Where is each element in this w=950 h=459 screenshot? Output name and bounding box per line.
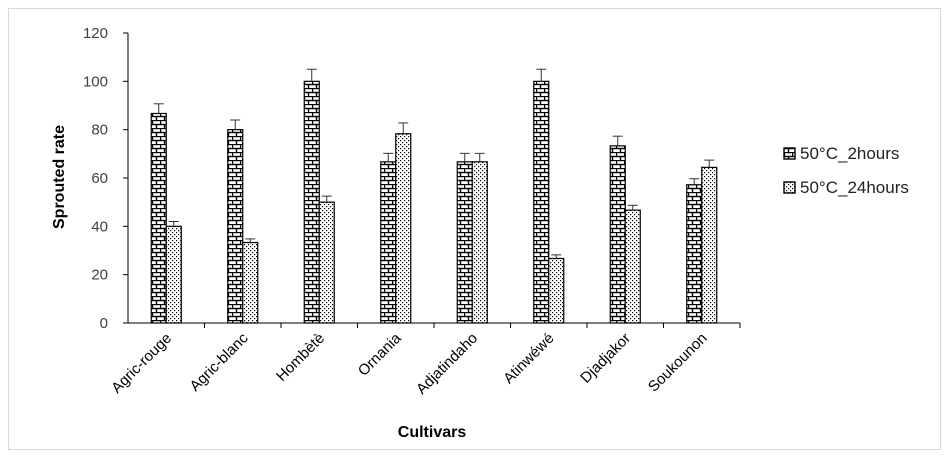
bar-2hours [303, 80, 320, 324]
y-tick-label: 100 [83, 73, 108, 90]
bar-2hours [609, 145, 626, 324]
bar-24hours [548, 257, 565, 324]
y-tick-label: 80 [91, 122, 108, 139]
x-category-label: Hombètè [273, 330, 328, 385]
legend-label: 50°C_2hours [800, 144, 899, 163]
y-tick-label: 20 [91, 267, 108, 284]
legend-label: 50°C_24hours [800, 178, 909, 197]
x-category-label: Agric-rouge [108, 330, 175, 397]
bar-24hours [471, 161, 488, 324]
x-category-label: Atinwéwé [500, 330, 557, 387]
bar-24hours [165, 225, 182, 324]
x-axis-title: Cultivars [398, 424, 467, 441]
x-category-label: Soukounon [645, 330, 711, 396]
bars-group [150, 68, 718, 324]
y-tick-label: 120 [83, 25, 108, 42]
y-axis-title: Sprouted rate [51, 125, 68, 229]
y-tick-label: 0 [100, 315, 108, 332]
y-tick-label: 60 [91, 170, 108, 187]
legend-swatch [783, 147, 796, 160]
bar-2hours [456, 161, 473, 324]
bar-24hours [395, 133, 412, 324]
legend-swatch [783, 181, 796, 194]
axes-group [123, 32, 741, 328]
bar-24hours [242, 241, 259, 324]
bar-2hours [227, 129, 244, 324]
x-category-label: Djadjakor [577, 330, 634, 387]
x-category-label: Adjatindaho [413, 330, 481, 398]
bar-2hours [533, 80, 550, 324]
bar-24hours [701, 166, 718, 324]
legend: 50°C_2hours 50°C_24hours [783, 144, 909, 197]
bar-24hours [624, 209, 641, 324]
x-category-label: Ornania [355, 329, 405, 379]
bar-2hours [686, 184, 703, 324]
y-tick-label: 40 [91, 218, 108, 235]
x-category-label: Agric-blanc [187, 329, 252, 394]
bar-24hours [318, 201, 335, 324]
bar-2hours [150, 112, 167, 324]
bar-2hours [380, 161, 397, 324]
